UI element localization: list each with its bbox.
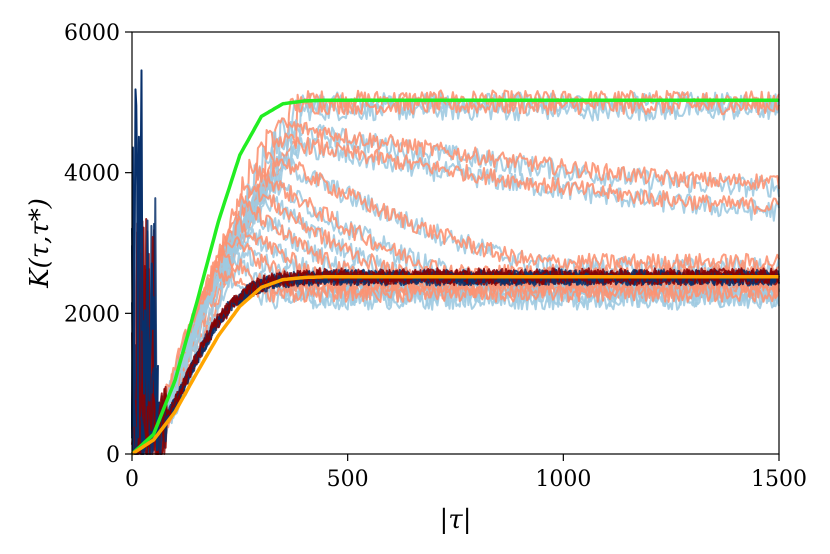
y-tick-label: 0 [106,443,120,468]
y-axis-label: K(τ,τ*) [25,198,55,289]
realization-light-blue-8 [131,215,780,455]
early-transient [131,69,159,451]
x-axis-label: |τ| [440,505,472,535]
plot-frame [131,31,780,455]
y-tick-label: 2000 [64,302,120,327]
realization-salmon-11 [131,265,780,455]
x-tick-label: 1500 [751,467,807,492]
y-tick-label: 4000 [64,162,120,187]
realization-dark-9 [131,226,780,440]
y-tick-label: 6000 [64,21,120,46]
realization-salmon-6 [132,176,780,455]
realization-light-blue-11 [131,264,780,455]
curves-layer [130,69,780,456]
x-tick-label: 0 [125,467,139,492]
theory-curve-orange [131,275,779,456]
ticks-layer: 0 500 1000 1500 0 2000 4000 6000 [64,21,807,492]
theory-curve-green [130,98,779,456]
x-tick-label: 1000 [535,467,591,492]
x-tick-label: 500 [327,467,369,492]
